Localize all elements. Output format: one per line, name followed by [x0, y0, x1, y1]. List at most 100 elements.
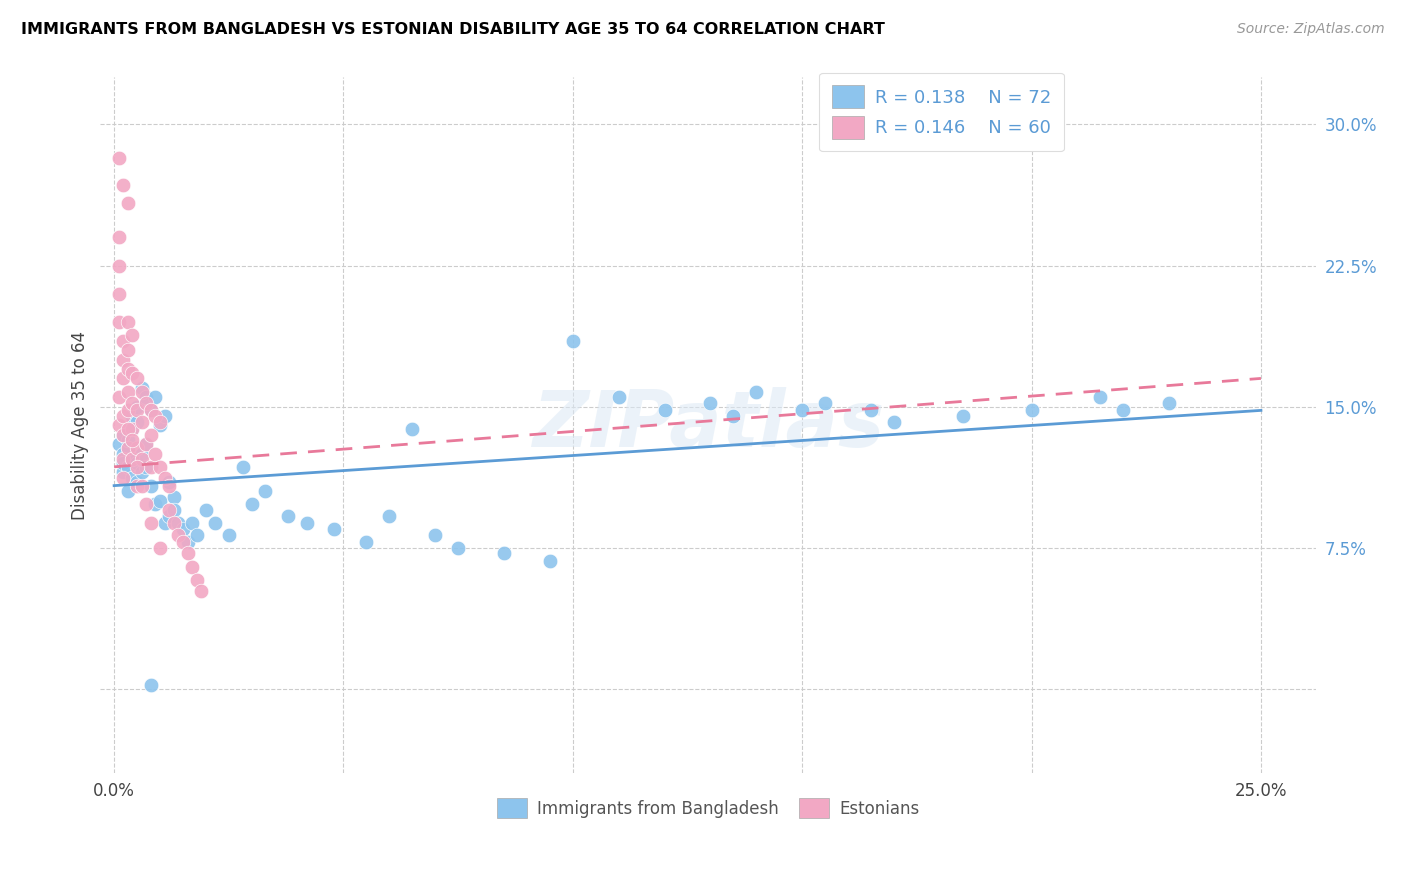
- Point: [145, 498, 167, 512]
- Point: [172, 535, 194, 549]
- Point: [186, 527, 208, 541]
- Text: ZIPatlas: ZIPatlas: [531, 387, 884, 464]
- Point: [135, 437, 157, 451]
- Point: [145, 447, 167, 461]
- Point: [139, 678, 162, 692]
- Point: [492, 546, 515, 560]
- Point: [859, 403, 882, 417]
- Point: [112, 471, 135, 485]
- Point: [112, 334, 135, 348]
- Point: [792, 403, 814, 417]
- Point: [125, 400, 148, 414]
- Point: [139, 403, 162, 417]
- Point: [125, 456, 148, 470]
- Point: [125, 478, 148, 492]
- Text: IMMIGRANTS FROM BANGLADESH VS ESTONIAN DISABILITY AGE 35 TO 64 CORRELATION CHART: IMMIGRANTS FROM BANGLADESH VS ESTONIAN D…: [21, 22, 884, 37]
- Point: [356, 535, 378, 549]
- Point: [107, 151, 129, 165]
- Point: [1112, 403, 1135, 417]
- Point: [131, 381, 153, 395]
- Point: [112, 427, 135, 442]
- Point: [157, 478, 180, 492]
- Point: [1159, 396, 1181, 410]
- Point: [117, 484, 139, 499]
- Point: [121, 409, 143, 423]
- Point: [654, 403, 676, 417]
- Point: [323, 522, 346, 536]
- Point: [107, 230, 129, 244]
- Point: [121, 422, 143, 436]
- Point: [145, 390, 167, 404]
- Point: [131, 384, 153, 399]
- Point: [163, 490, 186, 504]
- Point: [149, 415, 172, 429]
- Point: [117, 362, 139, 376]
- Point: [139, 427, 162, 442]
- Point: [883, 415, 905, 429]
- Point: [157, 503, 180, 517]
- Point: [204, 516, 226, 531]
- Point: [139, 478, 162, 492]
- Point: [295, 516, 318, 531]
- Point: [425, 527, 447, 541]
- Point: [218, 527, 240, 541]
- Point: [117, 343, 139, 358]
- Point: [814, 396, 837, 410]
- Point: [163, 503, 186, 517]
- Point: [254, 484, 277, 499]
- Point: [131, 415, 153, 429]
- Point: [121, 328, 143, 343]
- Point: [135, 390, 157, 404]
- Point: [112, 447, 135, 461]
- Point: [176, 546, 198, 560]
- Point: [139, 459, 162, 474]
- Point: [117, 196, 139, 211]
- Point: [107, 286, 129, 301]
- Point: [538, 554, 561, 568]
- Point: [135, 396, 157, 410]
- Point: [139, 516, 162, 531]
- Point: [135, 437, 157, 451]
- Point: [194, 503, 217, 517]
- Point: [135, 498, 157, 512]
- Point: [153, 516, 176, 531]
- Point: [232, 459, 254, 474]
- Point: [112, 352, 135, 367]
- Point: [112, 466, 135, 480]
- Point: [117, 459, 139, 474]
- Point: [167, 527, 190, 541]
- Point: [157, 508, 180, 523]
- Point: [121, 452, 143, 467]
- Y-axis label: Disability Age 35 to 64: Disability Age 35 to 64: [72, 331, 89, 520]
- Point: [952, 409, 974, 423]
- Point: [723, 409, 745, 423]
- Text: Source: ZipAtlas.com: Source: ZipAtlas.com: [1237, 22, 1385, 37]
- Point: [121, 366, 143, 380]
- Point: [1090, 390, 1112, 404]
- Point: [163, 516, 186, 531]
- Point: [181, 559, 204, 574]
- Point: [117, 434, 139, 448]
- Point: [135, 459, 157, 474]
- Point: [121, 396, 143, 410]
- Point: [149, 459, 172, 474]
- Point: [125, 403, 148, 417]
- Point: [153, 471, 176, 485]
- Point: [112, 371, 135, 385]
- Point: [139, 403, 162, 417]
- Point: [607, 390, 630, 404]
- Point: [186, 573, 208, 587]
- Point: [117, 403, 139, 417]
- Point: [112, 409, 135, 423]
- Point: [125, 475, 148, 489]
- Point: [699, 396, 721, 410]
- Point: [117, 384, 139, 399]
- Point: [157, 475, 180, 489]
- Point: [277, 508, 299, 523]
- Point: [107, 437, 129, 451]
- Point: [561, 334, 583, 348]
- Point: [131, 452, 153, 467]
- Point: [131, 447, 153, 461]
- Point: [447, 541, 470, 555]
- Point: [117, 422, 139, 436]
